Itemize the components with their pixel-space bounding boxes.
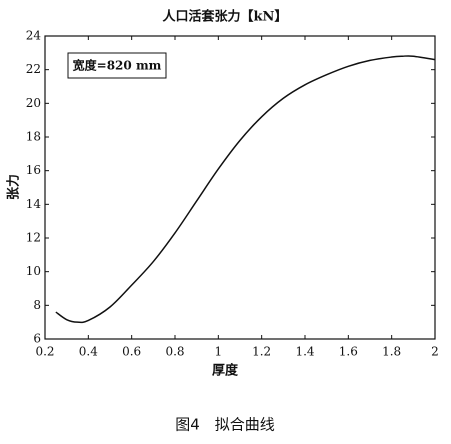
annotation-box (67, 52, 167, 79)
x-tick-label: 0.4 (79, 345, 98, 359)
y-tick-label: 22 (26, 62, 41, 76)
x-tick-label: 0.2 (35, 345, 54, 359)
y-tick-label: 20 (26, 96, 41, 110)
x-tick-label: 2 (431, 345, 439, 359)
y-tick-label: 12 (26, 231, 41, 245)
annotation: 宽度=820 mm (72, 58, 162, 73)
chart-title: 人口活套张力【kN】 (163, 9, 288, 25)
x-tick-label: 1.4 (295, 345, 314, 359)
y-tick-label: 6 (33, 332, 41, 346)
y-tick-label: 16 (26, 163, 41, 177)
y-tick-label: 8 (33, 298, 41, 312)
x-tick-label: 1.6 (339, 345, 358, 359)
caption: 图4 拟合曲线 (175, 416, 275, 434)
x-tick-label: 1 (215, 345, 223, 359)
y-tick-label: 10 (26, 264, 41, 278)
x-tick-label: 0.6 (122, 345, 141, 359)
y-tick-label: 24 (26, 29, 42, 43)
y-tick-label: 14 (26, 197, 42, 211)
line-series (55, 55, 436, 324)
plot-frame (44, 35, 436, 340)
x-axis-label: 厚度 (212, 363, 239, 379)
x-tick-label: 1.2 (252, 345, 271, 359)
x-tick-label: 1.8 (382, 345, 401, 359)
y-axis-label: 张力 (6, 174, 22, 200)
x-tick-label: 0.8 (165, 345, 184, 359)
y-tick-label: 18 (26, 130, 41, 144)
